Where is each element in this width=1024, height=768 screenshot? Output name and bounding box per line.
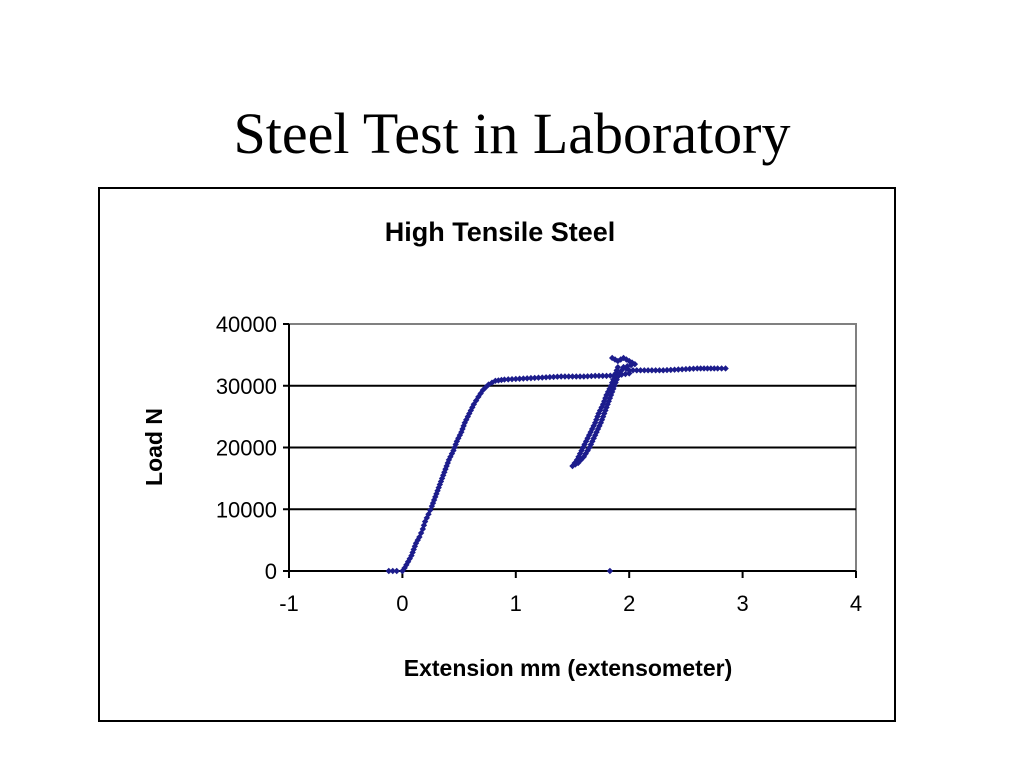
data-point xyxy=(603,391,610,399)
data-point xyxy=(704,365,711,372)
data-point xyxy=(501,376,508,383)
data-point xyxy=(603,372,610,380)
data-point xyxy=(686,365,693,373)
data-point xyxy=(587,441,595,448)
data-point xyxy=(641,367,648,374)
data-point xyxy=(597,419,605,426)
data-point xyxy=(569,373,576,380)
x-axis-label: Extension mm (extensometer) xyxy=(404,655,732,681)
data-point xyxy=(393,567,400,575)
data-point xyxy=(584,373,591,380)
data-point xyxy=(475,393,482,401)
slide-title: Steel Test in Laboratory xyxy=(233,101,791,166)
data-point xyxy=(607,382,615,389)
gridlines xyxy=(289,384,856,511)
data-point xyxy=(628,359,636,366)
data-point xyxy=(671,366,678,373)
data-point xyxy=(565,373,572,380)
data-point xyxy=(700,365,708,372)
x-tick-label: 1 xyxy=(510,591,522,616)
data-point xyxy=(451,444,458,451)
data-point xyxy=(523,375,531,382)
chart-svg: High Tensile Steel 0 10000 20000 30000 40000… xyxy=(141,217,862,681)
data-point xyxy=(690,365,697,372)
data-point xyxy=(477,390,484,397)
data-point xyxy=(582,438,590,445)
data-point xyxy=(627,361,635,369)
data-point xyxy=(656,367,663,374)
data-point xyxy=(406,555,413,562)
data-point xyxy=(520,375,527,382)
data-point xyxy=(613,376,620,383)
data-point xyxy=(610,385,617,393)
data-point xyxy=(707,365,715,372)
data-point xyxy=(594,413,601,420)
data-point xyxy=(492,377,499,385)
data-point xyxy=(613,367,620,374)
chart-title: High Tensile Steel xyxy=(385,217,616,247)
data-point xyxy=(550,373,557,381)
data-point xyxy=(389,567,396,575)
data-points xyxy=(385,354,729,575)
data-point xyxy=(617,356,624,363)
data-point xyxy=(612,379,619,386)
data-point xyxy=(652,367,659,374)
y-tick-label: 40000 xyxy=(216,312,277,337)
data-point xyxy=(601,397,608,405)
data-point xyxy=(660,367,667,374)
data-point xyxy=(663,366,671,374)
data-point xyxy=(637,367,644,374)
data-point xyxy=(714,365,721,372)
y-tick-label: 20000 xyxy=(216,436,277,461)
data-point xyxy=(539,374,546,381)
data-point xyxy=(508,375,516,383)
data-point xyxy=(722,365,729,372)
y-axis-label: Load N xyxy=(141,408,167,486)
y-tick-label: 30000 xyxy=(216,374,277,399)
data-point xyxy=(678,366,686,373)
data-point xyxy=(589,438,596,445)
x-tick-label: 0 xyxy=(396,591,408,616)
data-point xyxy=(694,365,701,372)
data-point xyxy=(573,373,580,380)
data-point xyxy=(578,447,585,454)
data-point xyxy=(667,366,674,374)
data-point xyxy=(711,365,718,372)
x-tick-label: 4 xyxy=(850,591,862,616)
data-point xyxy=(596,422,603,430)
data-point xyxy=(607,391,615,399)
x-tick-label: 3 xyxy=(736,591,748,616)
data-point xyxy=(682,365,690,373)
data-point xyxy=(622,370,629,378)
data-point xyxy=(624,362,631,370)
data-point xyxy=(602,407,609,414)
data-point xyxy=(697,365,704,372)
x-tick-label: 2 xyxy=(623,591,635,616)
data-point xyxy=(412,540,420,547)
data-point xyxy=(419,525,427,533)
chart-frame: High Tensile Steel 0 10000 20000 30000 40000… xyxy=(98,187,896,722)
data-point xyxy=(554,373,561,380)
data-point xyxy=(644,367,652,374)
y-tick-label: 0 xyxy=(265,559,277,584)
data-point xyxy=(588,425,596,433)
data-point xyxy=(599,372,606,380)
data-point xyxy=(633,367,640,374)
data-point xyxy=(626,357,633,365)
data-point xyxy=(606,567,614,575)
data-point xyxy=(626,367,633,374)
y-tick-label: 10000 xyxy=(216,497,277,522)
data-point xyxy=(595,410,602,417)
data-point xyxy=(385,567,392,575)
data-point xyxy=(629,367,637,374)
axes xyxy=(283,323,857,578)
data-point xyxy=(648,367,656,374)
x-tick-label: -1 xyxy=(279,591,299,616)
data-point xyxy=(718,365,725,372)
data-point xyxy=(584,447,591,454)
